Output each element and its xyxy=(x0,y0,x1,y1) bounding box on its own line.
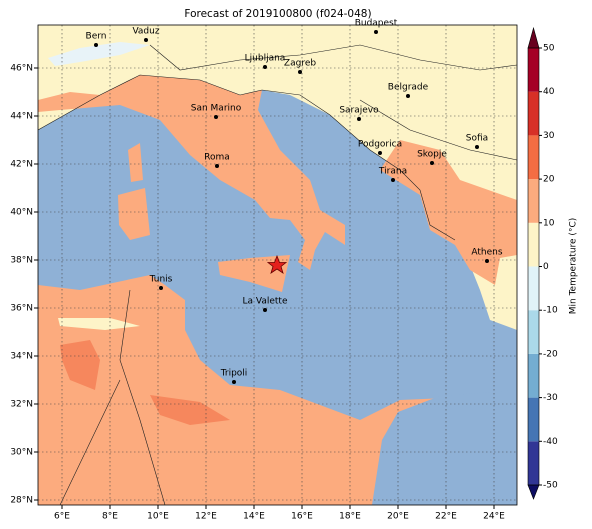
colorbar-extend-low xyxy=(527,484,540,500)
city-dot xyxy=(485,259,489,263)
city-label: Tripoli xyxy=(220,369,248,379)
city-label: Athens xyxy=(471,248,502,258)
borders xyxy=(38,44,517,505)
lon-label: 16°E xyxy=(291,512,313,522)
city-label: Sofia xyxy=(466,134,488,144)
colorbar-tick-label: 0 xyxy=(543,262,549,272)
colorbar-tick-label: 50 xyxy=(543,44,555,54)
colorbar-tick-label: 40 xyxy=(543,87,555,97)
city-label: San Marino xyxy=(191,104,242,114)
city-dot xyxy=(357,117,361,121)
colorbar-band xyxy=(528,222,539,267)
hot-patch xyxy=(60,340,100,390)
city-dot xyxy=(475,145,479,149)
colorbar-label: Min Temperature (°C) xyxy=(569,218,579,315)
warm-patch xyxy=(58,318,140,330)
event-star xyxy=(266,254,288,274)
city-dot xyxy=(430,161,434,165)
city-label: Tunis xyxy=(149,275,173,285)
title: Forecast of 2019100800 (f024-048) xyxy=(184,8,371,20)
city-dot xyxy=(159,286,163,290)
lon-label: 12°E xyxy=(195,512,217,522)
lat-label: 44°N xyxy=(10,112,33,122)
colorbar-tick-label: -50 xyxy=(543,481,558,491)
lat-label: 28°N xyxy=(10,496,33,506)
colorbar-band xyxy=(528,353,539,398)
lon-label: 24°E xyxy=(483,512,505,522)
city-dot xyxy=(214,115,218,119)
colorbar-band xyxy=(528,135,539,180)
lon-label: 20°E xyxy=(387,512,409,522)
city-label: Zagreb xyxy=(284,59,316,69)
city-dot xyxy=(378,151,382,155)
lon-label: 10°E xyxy=(147,512,169,522)
colorbar-band xyxy=(528,91,539,136)
colorbar-tick-label: -20 xyxy=(543,349,558,359)
lat-label: 32°N xyxy=(10,400,33,410)
colorbar-tick-label: -30 xyxy=(543,393,558,403)
city-dot xyxy=(263,308,267,312)
city-dot xyxy=(232,380,236,384)
colorbar-tick-label: 30 xyxy=(543,131,555,141)
city-label: Sarajevo xyxy=(339,106,379,116)
city-dot xyxy=(144,38,148,42)
colorbar-band xyxy=(528,48,539,92)
colorbar-band xyxy=(528,310,539,354)
city-label: Ljubljana xyxy=(245,54,286,64)
lon-label: 14°E xyxy=(243,512,265,522)
city-label: Budapest xyxy=(355,19,398,29)
city-dot xyxy=(374,30,378,34)
lat-label: 30°N xyxy=(10,448,33,458)
lat-label: 46°N xyxy=(10,64,33,74)
land-warm xyxy=(128,143,143,182)
city-dot xyxy=(215,164,219,168)
city-label: Skopje xyxy=(417,150,447,160)
graticule: 6°E 8°E 10°E 12°E 14°E 16°E 18°E 20°E 22°E 24°E 28… xyxy=(10,25,517,522)
city-label: Bern xyxy=(86,32,107,42)
land-warm xyxy=(38,75,345,270)
lat-label: 34°N xyxy=(10,352,33,362)
colorbar-tick-label: -10 xyxy=(543,306,558,316)
lat-label: 42°N xyxy=(10,160,33,170)
lat-label: 40°N xyxy=(10,208,33,218)
map-frame xyxy=(37,24,518,506)
land-warm xyxy=(380,140,517,285)
colorbar: -50 -40 -30 -20 -10 0 10 20 30 40 50 xyxy=(527,26,558,500)
colorbar-band xyxy=(528,441,539,485)
city-label: La Valette xyxy=(243,297,288,307)
cold-patch xyxy=(372,390,517,505)
city-label: Podgorica xyxy=(358,140,402,150)
city-dot xyxy=(406,94,410,98)
city-dot xyxy=(94,43,98,47)
map xyxy=(38,25,517,505)
city-label: Vaduz xyxy=(132,27,159,37)
colorbar-extend-high xyxy=(527,26,540,49)
lon-label: 8°E xyxy=(102,512,118,522)
city-dot xyxy=(391,178,395,182)
colorbar-band xyxy=(528,397,539,442)
city-dot xyxy=(298,70,302,74)
lat-label: 36°N xyxy=(10,304,33,314)
lon-label: 22°E xyxy=(435,512,457,522)
city-label: Roma xyxy=(204,153,230,163)
colorbar-band xyxy=(528,179,539,223)
land-warm xyxy=(118,188,150,240)
lon-label: 18°E xyxy=(339,512,361,522)
colorbar-tick-label: -40 xyxy=(543,437,558,447)
colorbar-tick-label: 10 xyxy=(543,218,555,228)
lon-label: 6°E xyxy=(54,512,70,522)
city-dot xyxy=(263,65,267,69)
city-label: Tirana xyxy=(378,167,407,177)
hot-patch xyxy=(150,395,230,425)
land-north xyxy=(38,25,517,330)
colorbar-tick-label: 20 xyxy=(543,175,555,185)
city-label: Belgrade xyxy=(388,83,429,93)
alps-cold xyxy=(48,42,150,66)
lat-label: 38°N xyxy=(10,256,33,266)
colorbar-band xyxy=(528,266,539,311)
